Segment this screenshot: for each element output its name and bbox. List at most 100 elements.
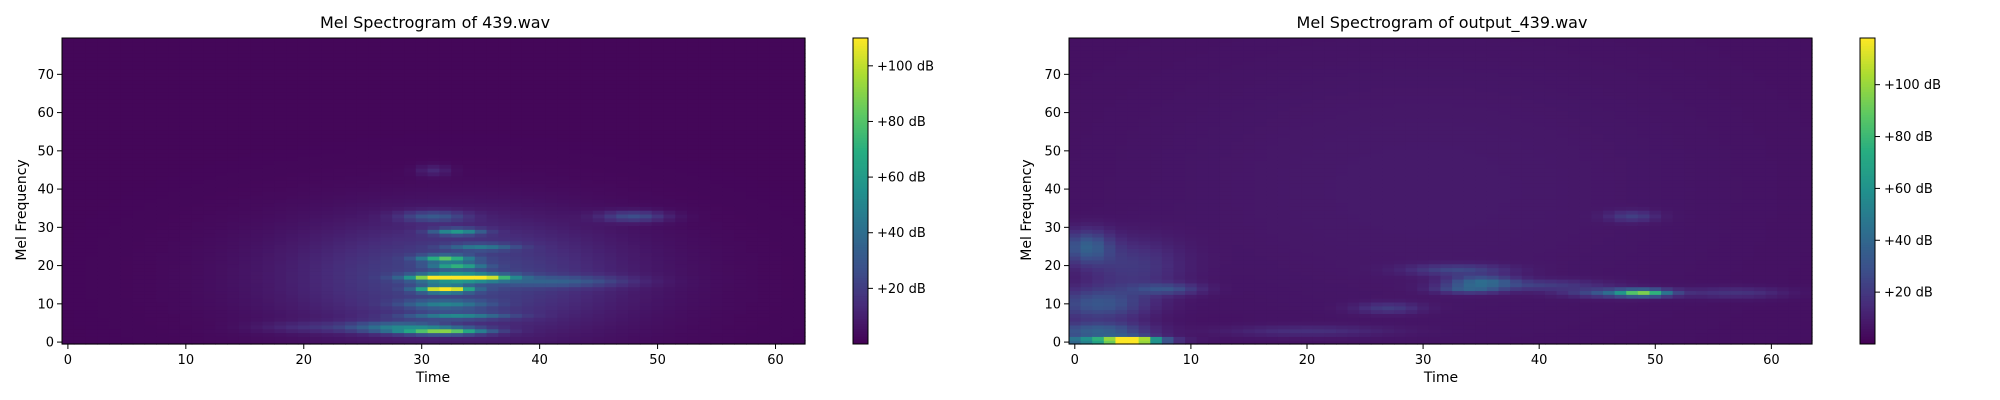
- heatmap-cell: [97, 290, 110, 295]
- heatmap-cell: [734, 301, 747, 307]
- heatmap-cell: [486, 118, 499, 123]
- heatmap-cell: [675, 103, 688, 108]
- heatmap-cell: [628, 179, 641, 184]
- heatmap-cell: [486, 206, 499, 211]
- heatmap-cell: [168, 53, 181, 58]
- heatmap-cell: [486, 194, 499, 200]
- heatmap-cell: [557, 114, 570, 119]
- heatmap-cell: [545, 99, 558, 104]
- heatmap-cell: [120, 164, 134, 169]
- heatmap-cell: [616, 76, 629, 81]
- heatmap-cell: [616, 49, 629, 54]
- heatmap-cell: [698, 160, 712, 165]
- heatmap-cell: [675, 313, 688, 318]
- heatmap-cell: [769, 187, 783, 192]
- heatmap-cell: [757, 83, 771, 89]
- heatmap-cell: [73, 160, 87, 165]
- heatmap-cell: [404, 49, 417, 54]
- heatmap-cell: [156, 179, 169, 184]
- heatmap-cell: [73, 256, 87, 261]
- heatmap-cell: [97, 233, 110, 238]
- heatmap-cell: [203, 294, 216, 299]
- heatmap-cell: [710, 321, 724, 326]
- heatmap-cell: [474, 225, 488, 230]
- heatmap-cell: [191, 60, 205, 66]
- heatmap-cell: [757, 328, 771, 334]
- heatmap-cell: [746, 225, 759, 230]
- heatmap-cell: [781, 210, 794, 215]
- heatmap-cell: [616, 328, 629, 334]
- heatmap-cell: [227, 80, 240, 85]
- heatmap-cell: [168, 168, 181, 173]
- heatmap-cell: [345, 294, 358, 299]
- heatmap-cell: [120, 125, 134, 131]
- heatmap-cell: [203, 282, 216, 288]
- heatmap-cell: [592, 141, 606, 146]
- heatmap-cell: [85, 282, 98, 288]
- heatmap-cell: [427, 305, 440, 311]
- heatmap-cell: [262, 118, 275, 123]
- heatmap-cell: [628, 64, 641, 70]
- heatmap-cell: [168, 129, 181, 135]
- heatmap-cell: [557, 301, 570, 307]
- heatmap-cell: [109, 129, 122, 135]
- heatmap-cell: [97, 171, 110, 177]
- heatmap-cell: [757, 248, 771, 253]
- heatmap-cell: [663, 313, 676, 318]
- heatmap-cell: [439, 183, 452, 188]
- heatmap-cell: [203, 164, 216, 169]
- heatmap-cell: [120, 290, 134, 295]
- heatmap-cell: [639, 106, 653, 112]
- heatmap-cell: [415, 244, 429, 249]
- heatmap-cell: [191, 152, 205, 158]
- heatmap-cell: [286, 45, 299, 51]
- heatmap-cell: [250, 301, 264, 307]
- heatmap-cell: [462, 213, 476, 219]
- heatmap-cell: [734, 194, 747, 200]
- heatmap-cell: [722, 91, 735, 96]
- heatmap-cell: [321, 80, 334, 85]
- heatmap-cell: [675, 45, 688, 51]
- heatmap-cell: [321, 57, 334, 62]
- heatmap-cell: [73, 187, 87, 192]
- heatmap-cell: [510, 76, 523, 81]
- heatmap-cell: [580, 171, 594, 177]
- heatmap-cell: [769, 168, 783, 173]
- heatmap-cell: [380, 129, 393, 135]
- heatmap-cell: [120, 229, 134, 234]
- heatmap-cell: [191, 313, 205, 318]
- heatmap-cell: [109, 278, 122, 284]
- heatmap-cell: [321, 340, 334, 345]
- heatmap-cell: [698, 168, 712, 173]
- heatmap-cell: [144, 229, 157, 234]
- heatmap-cell: [628, 309, 641, 314]
- heatmap-cell: [62, 313, 75, 318]
- heatmap-cell: [309, 60, 323, 66]
- heatmap-cell: [486, 278, 499, 284]
- heatmap-cell: [663, 160, 676, 165]
- heatmap-cell: [156, 160, 169, 165]
- heatmap-cell: [734, 213, 747, 219]
- heatmap-cell: [297, 294, 311, 299]
- heatmap-cell: [215, 233, 228, 238]
- heatmap-cell: [569, 148, 582, 154]
- heatmap-cell: [368, 198, 382, 204]
- heatmap-cell: [604, 328, 617, 334]
- heatmap-cell: [439, 164, 452, 169]
- heatmap-cell: [73, 114, 87, 119]
- heatmap-cell: [698, 171, 712, 177]
- heatmap-cell: [616, 45, 629, 51]
- heatmap-cell: [769, 179, 783, 184]
- heatmap-cell: [144, 340, 157, 345]
- heatmap-cell: [557, 118, 570, 123]
- heatmap-cell: [521, 229, 535, 234]
- heatmap-cell: [191, 57, 205, 62]
- heatmap-cell: [227, 225, 240, 230]
- heatmap-cell: [687, 294, 700, 299]
- heatmap-cell: [203, 198, 216, 204]
- heatmap-cell: [62, 118, 75, 123]
- heatmap-cell: [462, 60, 476, 66]
- heatmap-cell: [722, 103, 735, 108]
- heatmap-cell: [345, 41, 358, 47]
- heatmap-cell: [286, 244, 299, 249]
